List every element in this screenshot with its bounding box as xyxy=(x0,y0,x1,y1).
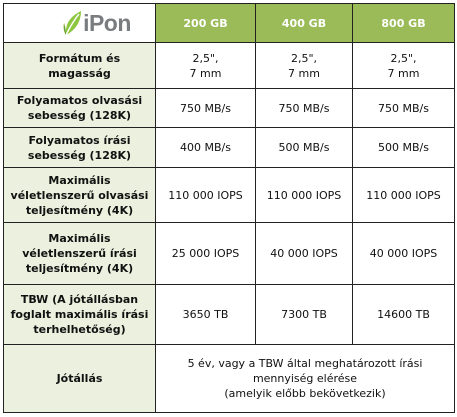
row-label-seq-read: Folyamatos olvasási sebesség (128K) xyxy=(3,88,156,128)
ipon-logo: iPon xyxy=(62,4,131,42)
row-label-format: Formátum és magasság xyxy=(3,42,156,89)
table-cell: 3650 TB xyxy=(155,284,256,345)
table-cell: 750 MB/s xyxy=(155,88,256,128)
row-label-warranty: Jótállás xyxy=(3,344,156,413)
row-label-tbw: TBW (A jótállásban foglalt maximális írá… xyxy=(3,284,156,345)
logo-cell: iPon xyxy=(3,3,156,43)
table-cell: 500 MB/s xyxy=(352,127,455,168)
row-label-random-read: Maximális véletlenszerű olvasási teljesí… xyxy=(3,167,156,223)
table-cell: 500 MB/s xyxy=(255,127,353,168)
table-cell: 2,5", 7 mm xyxy=(352,42,455,89)
table-cell: 110 000 IOPS xyxy=(255,167,353,223)
table-cell: 7300 TB xyxy=(255,284,353,345)
leaf-icon xyxy=(63,11,82,36)
table-row: Maximális véletlenszerű írási teljesítmé… xyxy=(3,222,455,285)
table-cell: 14600 TB xyxy=(352,284,455,345)
table-cell: 40 000 IOPS xyxy=(255,222,353,285)
table-row: TBW (A jótállásban foglalt maximális írá… xyxy=(3,284,455,345)
table-cell: 400 MB/s xyxy=(155,127,256,168)
column-header-200gb: 200 GB xyxy=(155,3,256,43)
header-row: iPon 200 GB 400 GB 800 GB xyxy=(3,3,455,43)
table-cell: 40 000 IOPS xyxy=(352,222,455,285)
table-cell: 110 000 IOPS xyxy=(352,167,455,223)
row-label-seq-write: Folyamatos írási sebesség (128K) xyxy=(3,127,156,168)
table-cell: 750 MB/s xyxy=(255,88,353,128)
warranty-value: 5 év, vagy a TBW által meghatározott írá… xyxy=(155,344,455,413)
table-row: Formátum és magasság 2,5", 7 mm 2,5", 7 … xyxy=(3,42,455,89)
warranty-row: Jótállás 5 év, vagy a TBW által meghatár… xyxy=(3,344,455,413)
table-cell: 110 000 IOPS xyxy=(155,167,256,223)
column-header-400gb: 400 GB xyxy=(255,3,353,43)
table-cell: 750 MB/s xyxy=(352,88,455,128)
ssd-spec-table: iPon 200 GB 400 GB 800 GB Formátum és ma… xyxy=(3,3,455,413)
row-label-random-write: Maximális véletlenszerű írási teljesítmé… xyxy=(3,222,156,285)
table-cell: 25 000 IOPS xyxy=(155,222,256,285)
table-row: Folyamatos olvasási sebesség (128K) 750 … xyxy=(3,88,455,128)
column-header-800gb: 800 GB xyxy=(352,3,455,43)
table-row: Maximális véletlenszerű olvasási teljesí… xyxy=(3,167,455,223)
table-cell: 2,5", 7 mm xyxy=(255,42,353,89)
table-cell: 2,5", 7 mm xyxy=(155,42,256,89)
table-row: Folyamatos írási sebesség (128K) 400 MB/… xyxy=(3,127,455,168)
logo-text: iPon xyxy=(83,9,131,36)
